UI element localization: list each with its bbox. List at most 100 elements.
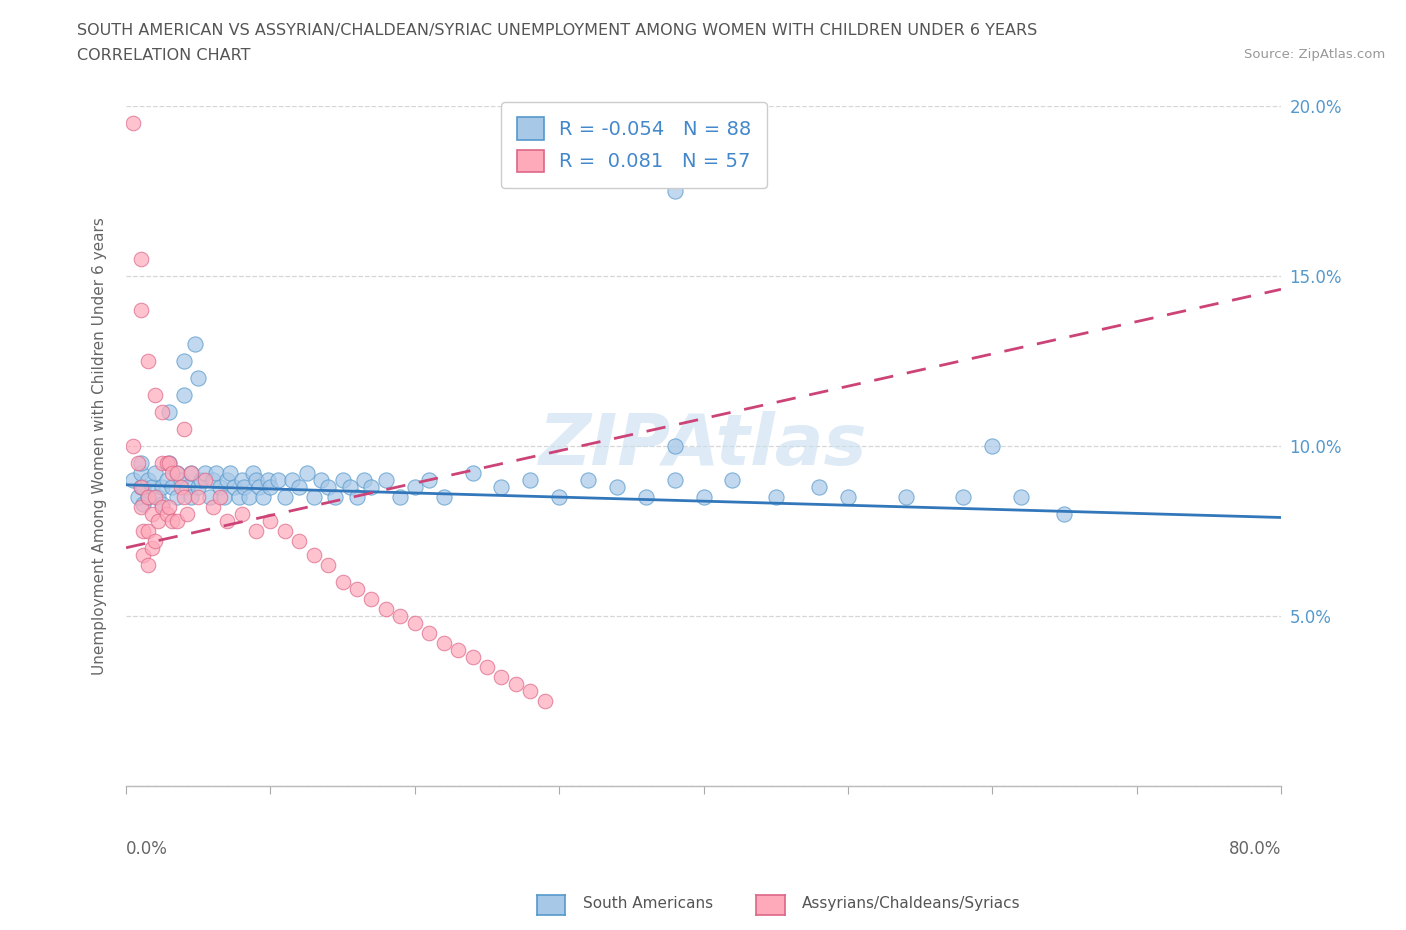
Point [765, 489, 787, 504]
Point [664, 183, 686, 198]
Point [129, 466, 152, 481]
Point [353, 472, 375, 487]
Point [360, 479, 382, 494]
Point [190, 472, 212, 487]
Point [447, 643, 470, 658]
Point [952, 489, 974, 504]
Point [692, 489, 714, 504]
Point [173, 353, 195, 368]
Point [187, 489, 209, 504]
Point [166, 489, 188, 504]
Point [129, 302, 152, 317]
Point [316, 479, 339, 494]
Point [143, 387, 166, 402]
Point [548, 489, 571, 504]
Point [176, 479, 198, 494]
Point [505, 676, 527, 691]
Text: ZIPAtlas: ZIPAtlas [540, 411, 868, 480]
Point [461, 649, 484, 664]
Point [136, 489, 159, 504]
Point [418, 472, 440, 487]
Point [233, 479, 256, 494]
Text: South Americans: South Americans [583, 897, 714, 911]
Point [259, 479, 281, 494]
Point [170, 472, 193, 487]
Point [433, 635, 456, 650]
Point [217, 472, 239, 487]
Point [198, 489, 221, 504]
Point [1010, 489, 1032, 504]
Point [162, 466, 184, 481]
Point [208, 489, 231, 504]
Point [176, 506, 198, 521]
Point [136, 489, 159, 504]
Point [155, 506, 177, 521]
Point [184, 337, 207, 352]
Point [288, 534, 311, 549]
Point [346, 489, 368, 504]
Point [245, 524, 267, 538]
Point [256, 472, 278, 487]
Point [173, 489, 195, 504]
Point [157, 456, 180, 471]
Point [122, 438, 145, 453]
Point [122, 472, 145, 487]
Point [162, 479, 184, 494]
Point [302, 547, 325, 562]
Point [143, 489, 166, 504]
Point [122, 115, 145, 130]
Point [231, 472, 253, 487]
Point [187, 479, 209, 494]
Point [245, 472, 267, 487]
Point [519, 472, 541, 487]
Point [281, 472, 304, 487]
Point [127, 489, 149, 504]
Point [150, 405, 173, 419]
Point [339, 479, 361, 494]
Point [374, 472, 396, 487]
Point [981, 438, 1004, 453]
Point [155, 472, 177, 487]
Point [374, 602, 396, 617]
Point [141, 506, 163, 521]
Point [129, 456, 152, 471]
Point [418, 625, 440, 640]
Point [162, 513, 184, 528]
Y-axis label: Unemployment Among Women with Children Under 6 years: Unemployment Among Women with Children U… [93, 217, 107, 674]
Point [143, 534, 166, 549]
Point [129, 479, 152, 494]
Point [475, 659, 498, 674]
Point [201, 472, 224, 487]
Point [837, 489, 859, 504]
Point [247, 479, 270, 494]
Text: Assyrians/Chaldeans/Syriacs: Assyrians/Chaldeans/Syriacs [801, 897, 1019, 911]
Point [170, 479, 193, 494]
Point [132, 547, 155, 562]
Point [143, 466, 166, 481]
Point [129, 499, 152, 514]
Point [404, 479, 426, 494]
Point [389, 608, 412, 623]
Point [129, 251, 152, 266]
Point [389, 489, 412, 504]
Point [157, 456, 180, 471]
Point [721, 472, 744, 487]
Point [224, 479, 246, 494]
Point [127, 456, 149, 471]
Point [664, 472, 686, 487]
Point [295, 466, 318, 481]
Point [519, 684, 541, 698]
Point [150, 456, 173, 471]
Point [576, 472, 599, 487]
Point [634, 489, 657, 504]
Point [166, 466, 188, 481]
Point [150, 499, 173, 514]
Point [302, 489, 325, 504]
Point [212, 489, 235, 504]
Point [136, 557, 159, 572]
Point [252, 489, 274, 504]
Point [208, 479, 231, 494]
Point [461, 466, 484, 481]
Point [155, 456, 177, 471]
Point [238, 489, 260, 504]
